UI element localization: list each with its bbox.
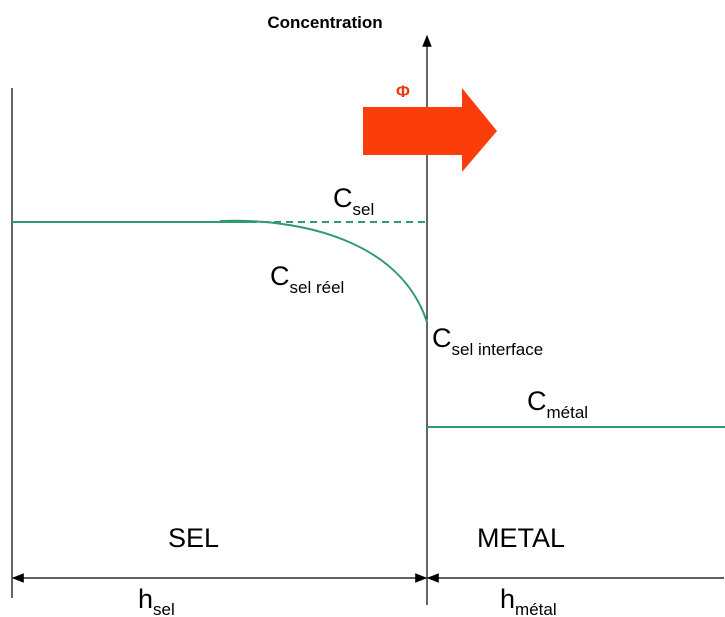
label-sub: sel réel: [290, 278, 345, 297]
label-base: C: [527, 386, 547, 416]
label-sub: sel interface: [452, 340, 544, 359]
width-label: hmétal: [500, 584, 557, 617]
label-c-sel-interface: Csel interface: [432, 323, 543, 359]
label-base: h: [500, 584, 515, 614]
axis-label: Concentration: [267, 13, 382, 32]
label-c-sel: Csel: [333, 183, 374, 219]
width-label: hsel: [138, 584, 175, 617]
flux-label: Φ: [396, 82, 410, 101]
label-sub: métal: [547, 403, 589, 422]
label-c-sel-reel: Csel réel: [270, 261, 344, 297]
flux-arrow: [363, 88, 497, 172]
label-sub: sel: [153, 600, 175, 617]
label-sub: sel: [353, 200, 375, 219]
region-label: METAL: [477, 523, 565, 553]
label-base: C: [333, 183, 353, 213]
salt-concentration-real: [219, 219, 428, 323]
label-c-metal: Cmétal: [527, 386, 588, 422]
label-base: C: [432, 323, 452, 353]
label-base: h: [138, 584, 153, 614]
label-sub: métal: [515, 600, 557, 617]
region-label: SEL: [168, 523, 219, 553]
label-base: C: [270, 261, 290, 291]
